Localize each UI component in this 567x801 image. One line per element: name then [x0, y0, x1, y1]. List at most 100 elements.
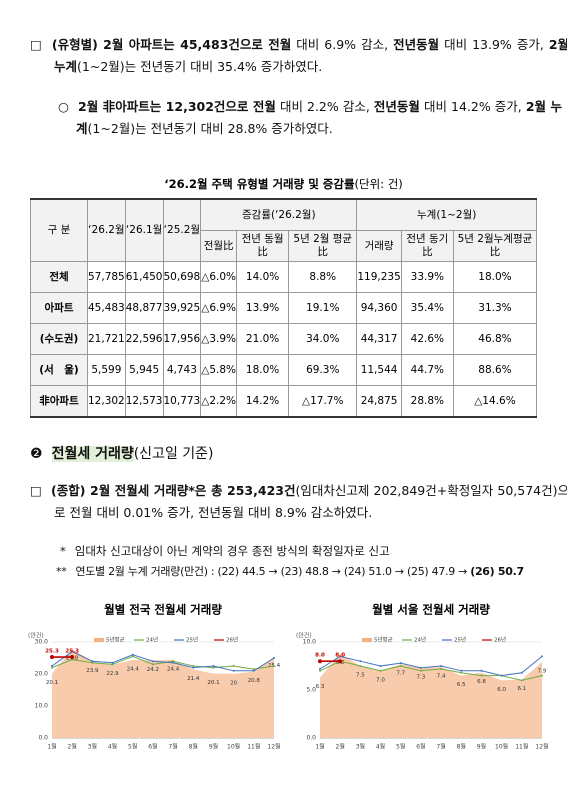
legend-label: 25년: [454, 636, 466, 644]
text-run: 전년동월: [393, 37, 440, 52]
point: [399, 665, 402, 667]
table-cell: 8.8%: [288, 261, 358, 293]
text-run: (1~2월)는 전년동기 대비 28.8% 증가하였다.: [87, 121, 333, 136]
x-tick-label: 3월: [356, 743, 365, 751]
point: [520, 671, 523, 674]
x-tick-label: 9월: [477, 743, 486, 751]
header-cell: 5년 2월누계평균比: [452, 230, 538, 262]
table-cell: 44,317: [356, 323, 402, 355]
x-tick-label: 5월: [128, 743, 137, 751]
point: [338, 659, 343, 664]
area: [52, 649, 274, 738]
point: [151, 660, 154, 663]
point: [51, 666, 53, 669]
y-tick-label: 5.0: [306, 687, 316, 694]
data-label: 7.5: [356, 673, 365, 679]
table-row: (서 울) 5,599 5,945 4,743 △5.8% 18.0% 69.3% 11,54…: [30, 354, 538, 386]
table-cell: 14.2%: [236, 385, 290, 418]
bullet: **: [56, 565, 67, 578]
header-cell: 구 분: [30, 198, 88, 262]
point: [91, 660, 94, 663]
y-tick-label: 30.0: [35, 639, 49, 646]
x-tick-label: 10월: [227, 743, 240, 751]
point: [273, 657, 275, 659]
legend-label: 26년: [494, 636, 506, 644]
legend-label: 26년: [226, 636, 238, 644]
point: [91, 661, 94, 664]
y-tick-label: 10.0: [35, 703, 49, 710]
point: [541, 674, 543, 677]
data-label: 6.3: [316, 684, 325, 690]
text-run: (26) 50.7: [470, 565, 524, 578]
point: [440, 665, 443, 667]
table-cell: 28.8%: [400, 385, 454, 418]
data-label: 24.4: [127, 666, 140, 672]
table-cell: 31.3%: [452, 292, 538, 324]
data-label: 24.4: [167, 666, 180, 672]
text-run: (단위: 건): [354, 177, 403, 191]
table-cell: 69.3%: [288, 354, 358, 386]
text-run: (1~2월)는 전년동기 대비 35.4% 증가하였다.: [77, 59, 323, 74]
table-cell: 61,450: [124, 261, 164, 293]
x-tick-label: 5월: [396, 743, 405, 751]
table-row: 전체 57,785 61,450 50,698 △6.0% 14.0% 8.8% 119,23…: [30, 261, 538, 293]
x-tick-label: 6월: [148, 743, 157, 751]
data-label: 23.9: [86, 668, 99, 674]
point: [359, 660, 362, 663]
header-cell: 거래량: [356, 230, 402, 262]
axis-label: (만건): [28, 632, 44, 640]
header-cell: 누계(1~2월): [356, 198, 537, 231]
x-tick-label: 7월: [168, 743, 177, 751]
bullet: □: [30, 37, 43, 52]
table-cell: (서 울): [30, 354, 88, 386]
axis-label: (만건): [296, 632, 312, 640]
x-tick-label: 8월: [189, 743, 198, 751]
data-label: 6.1: [517, 686, 526, 692]
table-cell: 13.9%: [236, 292, 290, 324]
paragraph: □ (유형별) 2월 아파트는 45,483건으로 전월 대비 6.9% 감소, …: [30, 34, 567, 78]
header-cell: ‘25.2월: [162, 198, 202, 262]
x-tick-label: 11월: [247, 743, 260, 751]
point: [419, 669, 422, 672]
point: [440, 667, 443, 670]
data-label: 20: [230, 681, 237, 687]
table-cell: 14.0%: [236, 261, 290, 293]
data-label: 7.7: [396, 671, 405, 677]
x-tick-label: 12월: [267, 743, 280, 751]
table-cell: 아파트: [30, 292, 88, 324]
text-run: 대비 6.9% 감소,: [291, 37, 394, 52]
table-cell: △6.0%: [200, 261, 238, 293]
legend-label: 24년: [414, 636, 426, 644]
point: [151, 663, 154, 666]
note: ** 연도별 2월 누계 거래량(만건) : (22) 44.5 → (23) 4…: [56, 561, 524, 583]
table-cell: 42.6%: [400, 323, 454, 355]
table-cell: 4,743: [162, 354, 202, 386]
table-cell: 19.1%: [288, 292, 358, 324]
text-run: 전년동월: [373, 99, 420, 114]
text-run: (유형별) 2월 아파트는 45,483건으로 전월: [51, 37, 292, 52]
table-cell: 5,945: [124, 354, 164, 386]
x-tick-label: 4월: [376, 743, 385, 751]
text-run: 2월 非아파트는 12,302건으로 전월: [78, 99, 276, 114]
text-run: ‘26.2월 주택 유형별 거래량 및 증감률: [164, 177, 355, 191]
table-cell: 5,599: [87, 354, 126, 386]
x-tick-label: 10월: [495, 743, 508, 751]
data-label: 6.8: [477, 679, 486, 685]
header-cell: 전년 동기比: [400, 230, 454, 262]
table-cell: 88.6%: [452, 354, 538, 386]
header-cell: 전월比: [200, 230, 238, 262]
data-label: 20.1: [46, 680, 58, 686]
point: [212, 666, 215, 669]
point: [111, 663, 114, 666]
data-label: 25.3: [45, 649, 59, 655]
point: [419, 666, 422, 669]
table-cell: 94,360: [356, 292, 402, 324]
table-cell: 24,875: [356, 385, 402, 418]
table-cell: 11,544: [356, 354, 402, 386]
point: [131, 653, 134, 656]
point: [192, 666, 195, 669]
x-tick-label: 1월: [315, 743, 324, 751]
point: [252, 668, 255, 671]
table-cell: 50,698: [162, 261, 202, 293]
point: [131, 655, 134, 658]
